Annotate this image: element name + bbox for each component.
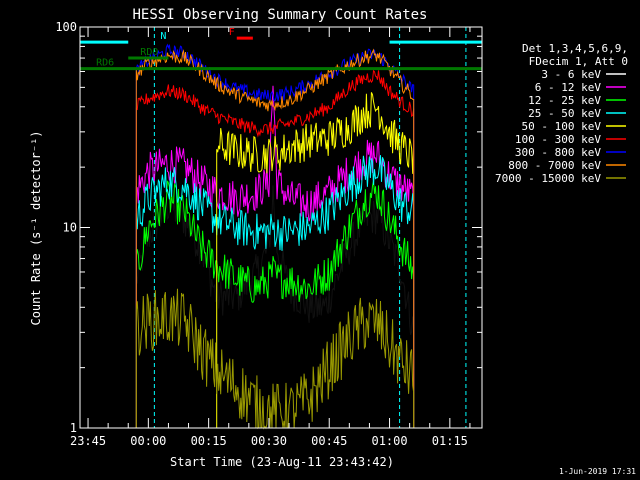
legend-label: 3 - 6 keV [541, 68, 601, 81]
series-line [135, 155, 415, 428]
flag-label: RD0 [140, 47, 158, 58]
series-line [216, 92, 415, 428]
x-tick-label: 00:15 [191, 434, 227, 448]
legend-label: 300 - 800 keV [515, 146, 601, 159]
flag-label: RD6 [96, 58, 114, 69]
x-tick-label: 23:45 [70, 434, 106, 448]
series-line [135, 85, 415, 428]
x-axis: 23:45 00:00 00:15 00:30 00:45 01:00 01:15 [70, 27, 471, 448]
legend-label: 50 - 100 keV [522, 120, 602, 133]
legend: Det 1,3,4,5,6,9,FDecim 1, Att 03 - 6 keV… [495, 42, 628, 185]
y-tick-label: 100 [55, 20, 77, 34]
legend-label: 6 - 12 keV [535, 81, 602, 94]
x-tick-label: 01:15 [432, 434, 468, 448]
chart-title: HESSI Observing Summary Count Rates [132, 7, 427, 23]
legend-header: Det 1,3,4,5,6,9, [522, 42, 628, 55]
series-line [135, 43, 415, 428]
series-line [135, 69, 415, 428]
legend-header: FDecim 1, Att 0 [529, 55, 628, 68]
legend-label: 100 - 300 keV [515, 133, 601, 146]
y-tick-label: 10 [63, 221, 77, 235]
legend-label: 800 - 7000 keV [508, 159, 601, 172]
x-tick-label: 01:00 [371, 434, 407, 448]
footer-timestamp: 1-Jun-2019 17:31 [559, 467, 636, 476]
flag-label: N [160, 31, 166, 42]
series-line [135, 288, 415, 430]
x-axis-label: Start Time (23-Aug-11 23:43:42) [170, 455, 394, 469]
y-axis: 1 10 100 [55, 20, 482, 435]
x-tick-label: 00:00 [130, 434, 166, 448]
legend-label: 12 - 25 keV [528, 94, 601, 107]
y-tick-label: 1 [70, 421, 77, 435]
x-tick-label: 00:30 [251, 434, 287, 448]
series-line [135, 48, 415, 428]
y-axis-label: Count Rate (s⁻¹ detector⁻¹) [29, 130, 43, 325]
legend-label: 25 - 50 keV [528, 107, 601, 120]
flag-label: F [229, 27, 235, 38]
x-tick-label: 00:45 [311, 434, 347, 448]
legend-label: 7000 - 15000 keV [495, 172, 601, 185]
